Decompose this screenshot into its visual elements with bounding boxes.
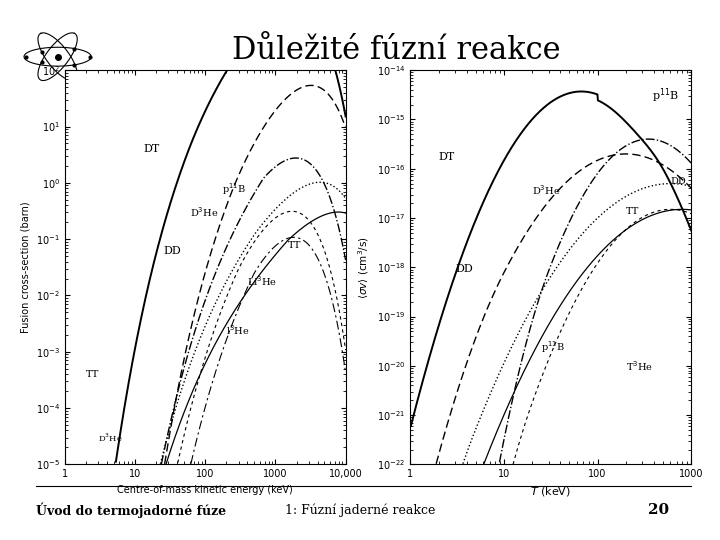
Y-axis label: $\langle\sigma v\rangle$ (cm$^3$/s): $\langle\sigma v\rangle$ (cm$^3$/s) <box>356 236 372 299</box>
Text: 1: Fúzní jaderné reakce: 1: Fúzní jaderné reakce <box>285 503 435 517</box>
Text: T$^3$He: T$^3$He <box>626 359 653 373</box>
Text: p$^{11}$B: p$^{11}$B <box>652 86 679 105</box>
Text: DD: DD <box>163 246 181 256</box>
Text: p$^{11}$B: p$^{11}$B <box>222 181 246 197</box>
Text: p$^{11}$B: p$^{11}$B <box>541 339 565 355</box>
Text: Úvod do termojadorné fúze: Úvod do termojadorné fúze <box>36 503 226 518</box>
Text: 20: 20 <box>649 503 670 517</box>
X-axis label: Centre-of-mass kinetic energy (keV): Centre-of-mass kinetic energy (keV) <box>117 485 293 495</box>
Text: DD: DD <box>670 177 686 186</box>
Text: Důležité fúzní reakce: Důležité fúzní reakce <box>232 35 560 66</box>
Text: D$^3$He: D$^3$He <box>99 431 123 444</box>
Text: TT: TT <box>626 207 639 216</box>
Text: DT: DT <box>438 152 455 162</box>
Text: Li$^3$He: Li$^3$He <box>248 274 278 287</box>
Text: TT: TT <box>288 241 301 250</box>
X-axis label: $T$ (keV): $T$ (keV) <box>531 485 571 498</box>
Text: D$^3$He: D$^3$He <box>189 205 218 219</box>
Text: DT: DT <box>143 144 159 154</box>
Text: DD: DD <box>455 264 473 274</box>
Text: D$^3$He: D$^3$He <box>532 183 561 197</box>
Y-axis label: Fusion cross-section (barn): Fusion cross-section (barn) <box>20 201 30 333</box>
Text: TT: TT <box>86 370 99 380</box>
Text: l$^3$He: l$^3$He <box>226 323 250 337</box>
